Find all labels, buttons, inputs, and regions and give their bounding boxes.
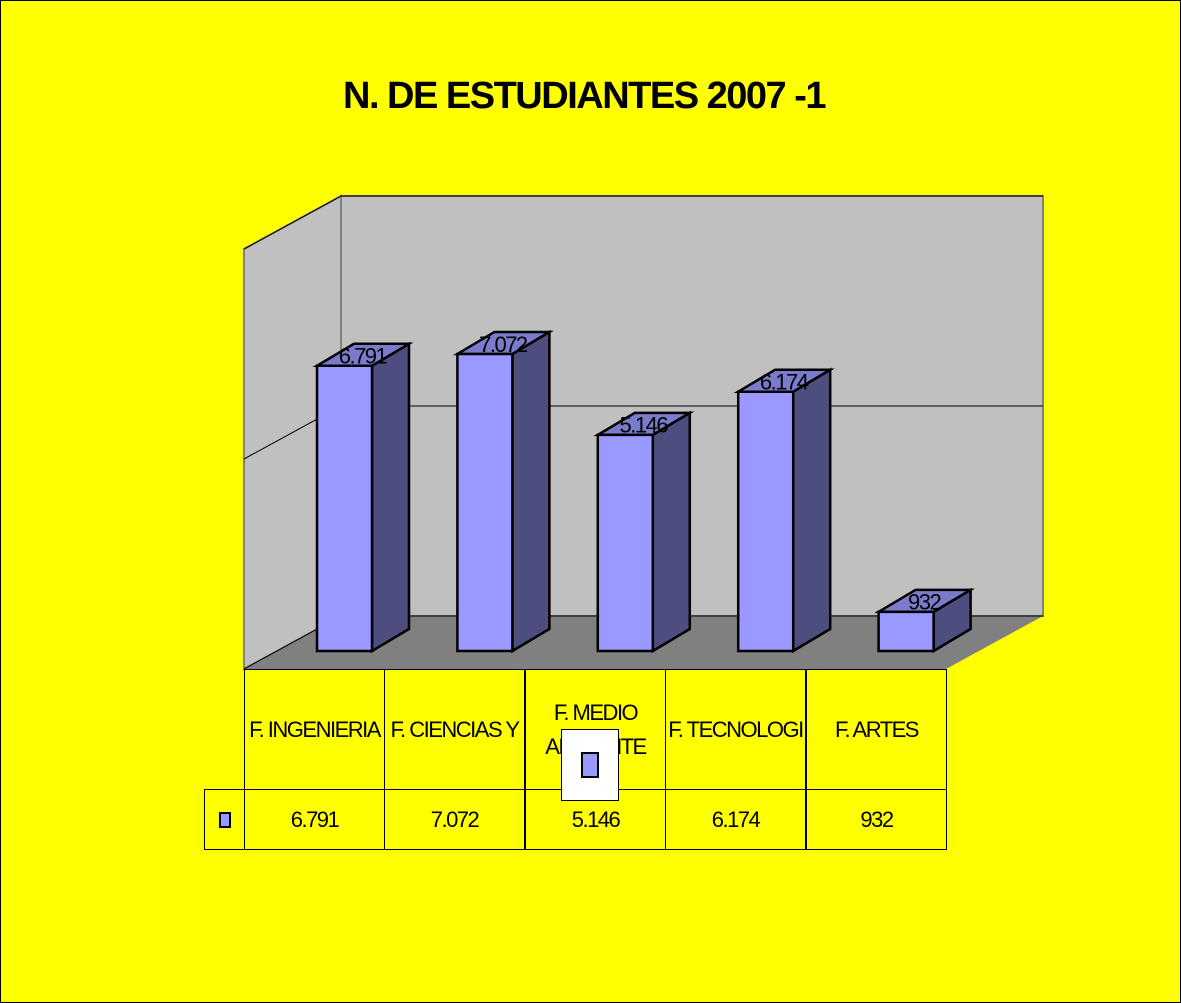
data-label: 6.791 [339,344,388,369]
bar [593,410,695,654]
data-label: 5.146 [620,413,669,438]
table-legend-key [204,789,245,850]
bar [452,329,554,654]
legend [561,729,619,801]
bar [733,367,835,654]
table-value: 932 [806,789,947,850]
bar-side [370,341,411,654]
bar-front [596,433,655,653]
bar-side [651,410,692,654]
bar-front [736,390,795,653]
legend-icon [218,811,231,828]
data-label: 6.174 [760,370,809,395]
table-category: F. ARTES [806,669,947,790]
bar-front [456,352,514,653]
bar [312,341,414,654]
chart-title: N. DE ESTUDIANTES 2007 -1 [343,75,826,117]
table-category: F. INGENIERIA [244,669,385,790]
grid-line [243,195,1043,250]
data-label: 7.072 [479,332,528,357]
legend-icon [581,752,599,778]
bar-side [791,367,832,654]
bar-front [315,364,374,653]
data-label: 932 [908,590,941,615]
bar-side [511,329,551,654]
table-category: F. CIENCIAS Y [384,669,525,790]
table-value: 6.791 [244,789,385,850]
bar-front [877,610,935,653]
table-value: 6.174 [665,789,806,850]
table-category: F. TECNOLOGI [665,669,806,790]
bar [874,587,976,654]
table-value: 7.072 [384,789,525,850]
